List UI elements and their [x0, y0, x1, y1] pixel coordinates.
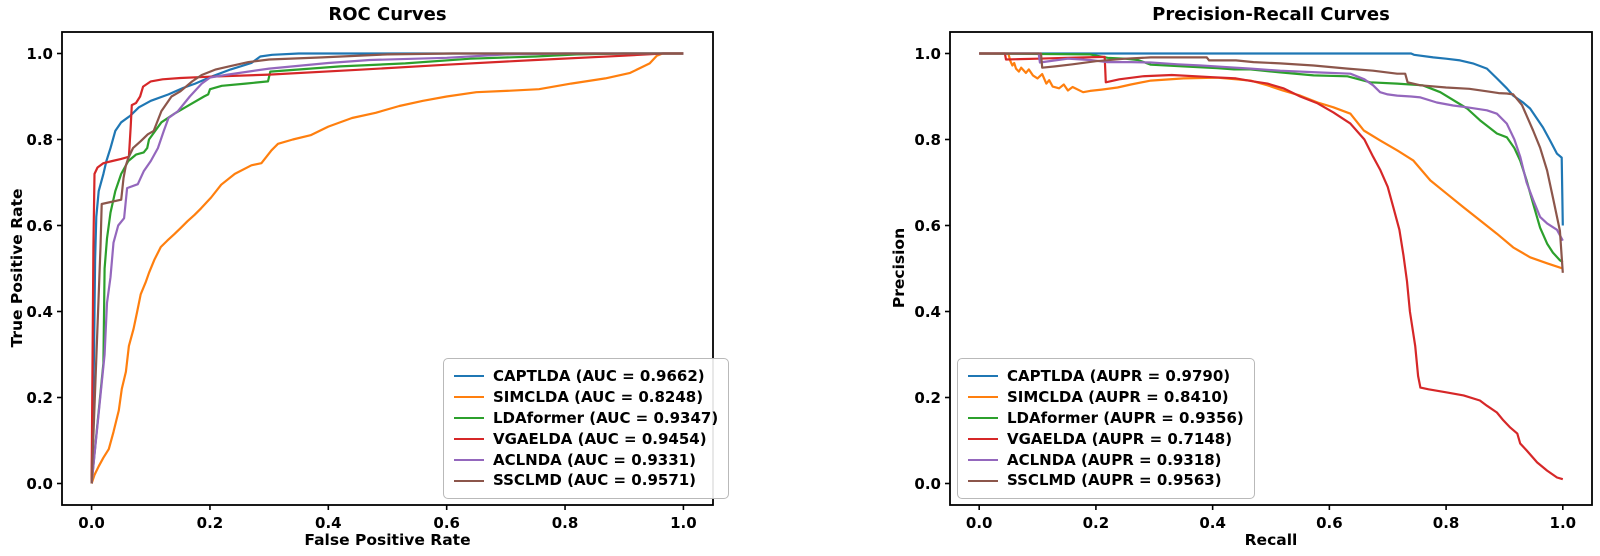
curve-SSCLMD — [90, 52, 684, 484]
legend-line-sample — [968, 375, 998, 378]
legend-line-sample — [968, 479, 998, 482]
x-tick-label: 0.8 — [1433, 514, 1460, 532]
pr-x-axis-label: Recall — [1244, 531, 1298, 549]
legend-entry-SIMCLDA: SIMCLDA (AUC = 0.8248) — [454, 387, 718, 408]
y-tick-label: 0.2 — [914, 389, 941, 407]
legend-entry-CAPTLDA: CAPTLDA (AUC = 0.9662) — [454, 366, 718, 387]
x-tick-label: 0.6 — [1316, 514, 1343, 532]
legend-label: VGAELDA (AUC = 0.9454) — [493, 429, 707, 448]
y-tick-label: 0.4 — [26, 303, 53, 321]
y-tick-label: 0.4 — [914, 303, 941, 321]
pr-legend: CAPTLDA (AUPR = 0.9790) SIMCLDA (AUPR = 0… — [957, 358, 1255, 500]
legend-label: ACLNDA (AUC = 0.9331) — [493, 450, 696, 469]
curve-CAPTLDA — [979, 52, 1564, 226]
legend-label: SIMCLDA (AUPR = 0.8410) — [1007, 387, 1229, 406]
x-tick-label: 1.0 — [670, 514, 697, 532]
y-tick-label: 1.0 — [914, 45, 941, 63]
roc-x-axis-label: False Positive Rate — [304, 531, 471, 549]
curve-LDAformer — [90, 52, 684, 484]
legend-line-sample — [968, 438, 998, 441]
legend-line-sample — [454, 396, 484, 399]
legend-label: LDAformer (AUC = 0.9347) — [493, 408, 719, 427]
pr-plot-svg: 0.0 0.2 0.4 0.6 0.8 1.0 0.0 0.2 0.4 0.6 0.8 1.0 — [914, 31, 1593, 532]
legend-line-sample — [968, 459, 998, 461]
legend-entry-LDAformer: LDAformer (AUC = 0.9347) — [454, 408, 718, 429]
curve-SIMCLDA — [979, 52, 1564, 270]
x-tick-label: 0.0 — [78, 514, 105, 532]
y-tick-label: 0.8 — [26, 131, 53, 149]
roc-y-axis-label: True Positive Rate — [8, 188, 26, 348]
x-tick-label: 0.4 — [315, 514, 342, 532]
legend-label: CAPTLDA (AUC = 0.9662) — [493, 367, 705, 385]
plot-frame — [61, 31, 714, 506]
plot-frame — [949, 31, 1593, 506]
x-tick-label: 0.4 — [1199, 514, 1226, 532]
legend-line-sample — [454, 459, 484, 461]
y-tick-label: 0.8 — [914, 131, 941, 149]
x-tick-label: 0.2 — [1083, 514, 1110, 532]
y-tick-label: 0.2 — [26, 389, 53, 407]
legend-label: LDAformer (AUPR = 0.9356) — [1007, 408, 1244, 427]
roc-chart-title: ROC Curves — [328, 4, 447, 25]
x-tick-label: 0.6 — [433, 514, 460, 532]
legend-entry-ACLNDA: ACLNDA (AUC = 0.9331) — [454, 450, 718, 471]
legend-label: VGAELDA (AUPR = 0.7148) — [1007, 429, 1233, 448]
legend-line-sample — [454, 438, 484, 441]
curve-ACLNDA — [979, 52, 1564, 242]
legend-label: SSCLMD (AUPR = 0.9563) — [1007, 471, 1222, 490]
legend-entry-SSCLMD: SSCLMD (AUPR = 0.9563) — [968, 470, 1244, 491]
x-tick-label: 1.0 — [1550, 514, 1577, 532]
roc-legend: CAPTLDA (AUC = 0.9662) SIMCLDA (AUC = 0.8… — [443, 358, 730, 500]
curve-VGAELDA — [90, 52, 684, 484]
y-tick-label: 0.6 — [26, 217, 53, 235]
pr-y-axis-label: Precision — [890, 227, 908, 309]
legend-entry-ACLNDA: ACLNDA (AUPR = 0.9318) — [968, 450, 1244, 471]
y-tick-label: 0.6 — [914, 217, 941, 235]
x-tick-label: 0.0 — [966, 514, 993, 532]
curve-LDAformer — [979, 52, 1564, 263]
legend-entry-VGAELDA: VGAELDA (AUC = 0.9454) — [454, 429, 718, 450]
legend-entry-LDAformer: LDAformer (AUPR = 0.9356) — [968, 408, 1244, 429]
legend-line-sample — [968, 417, 998, 420]
curve-ACLNDA — [90, 52, 684, 484]
pr-chart: 0.0 0.2 0.4 0.6 0.8 1.0 0.0 0.2 0.4 0.6 0.8 1.0 Pre… — [800, 0, 1600, 556]
legend-entry-VGAELDA: VGAELDA (AUPR = 0.7148) — [968, 429, 1244, 450]
legend-line-sample — [454, 375, 484, 378]
legend-line-sample — [454, 479, 484, 482]
curve-SSCLMD — [979, 52, 1564, 273]
curve-SIMCLDA — [90, 52, 684, 484]
legend-line-sample — [454, 417, 484, 420]
pr-chart-title: Precision-Recall Curves — [1152, 4, 1390, 25]
legend-label: SIMCLDA (AUC = 0.8248) — [493, 387, 704, 406]
x-tick-label: 0.8 — [552, 514, 579, 532]
y-tick-label: 0.0 — [914, 475, 941, 493]
y-tick-label: 0.0 — [26, 475, 53, 493]
x-tick-label: 0.2 — [197, 514, 224, 532]
legend-entry-SIMCLDA: SIMCLDA (AUPR = 0.8410) — [968, 387, 1244, 408]
legend-label: SSCLMD (AUC = 0.9571) — [493, 471, 697, 490]
legend-line-sample — [968, 396, 998, 399]
roc-plot-svg: 0.0 0.2 0.4 0.6 0.8 1.0 0.0 0.2 0.4 0.6 0.8 1.0 — [26, 31, 714, 532]
legend-entry-SSCLMD: SSCLMD (AUC = 0.9571) — [454, 470, 718, 491]
legend-entry-CAPTLDA: CAPTLDA (AUPR = 0.9790) — [968, 366, 1244, 387]
curve-VGAELDA — [979, 52, 1564, 481]
legend-label: ACLNDA (AUPR = 0.9318) — [1007, 450, 1222, 469]
legend-label: CAPTLDA (AUPR = 0.9790) — [1007, 367, 1231, 385]
roc-chart: 0.0 0.2 0.4 0.6 0.8 1.0 0.0 0.2 0.4 0.6 0.8 1.0 ROC… — [8, 4, 730, 549]
y-tick-label: 1.0 — [26, 45, 53, 63]
